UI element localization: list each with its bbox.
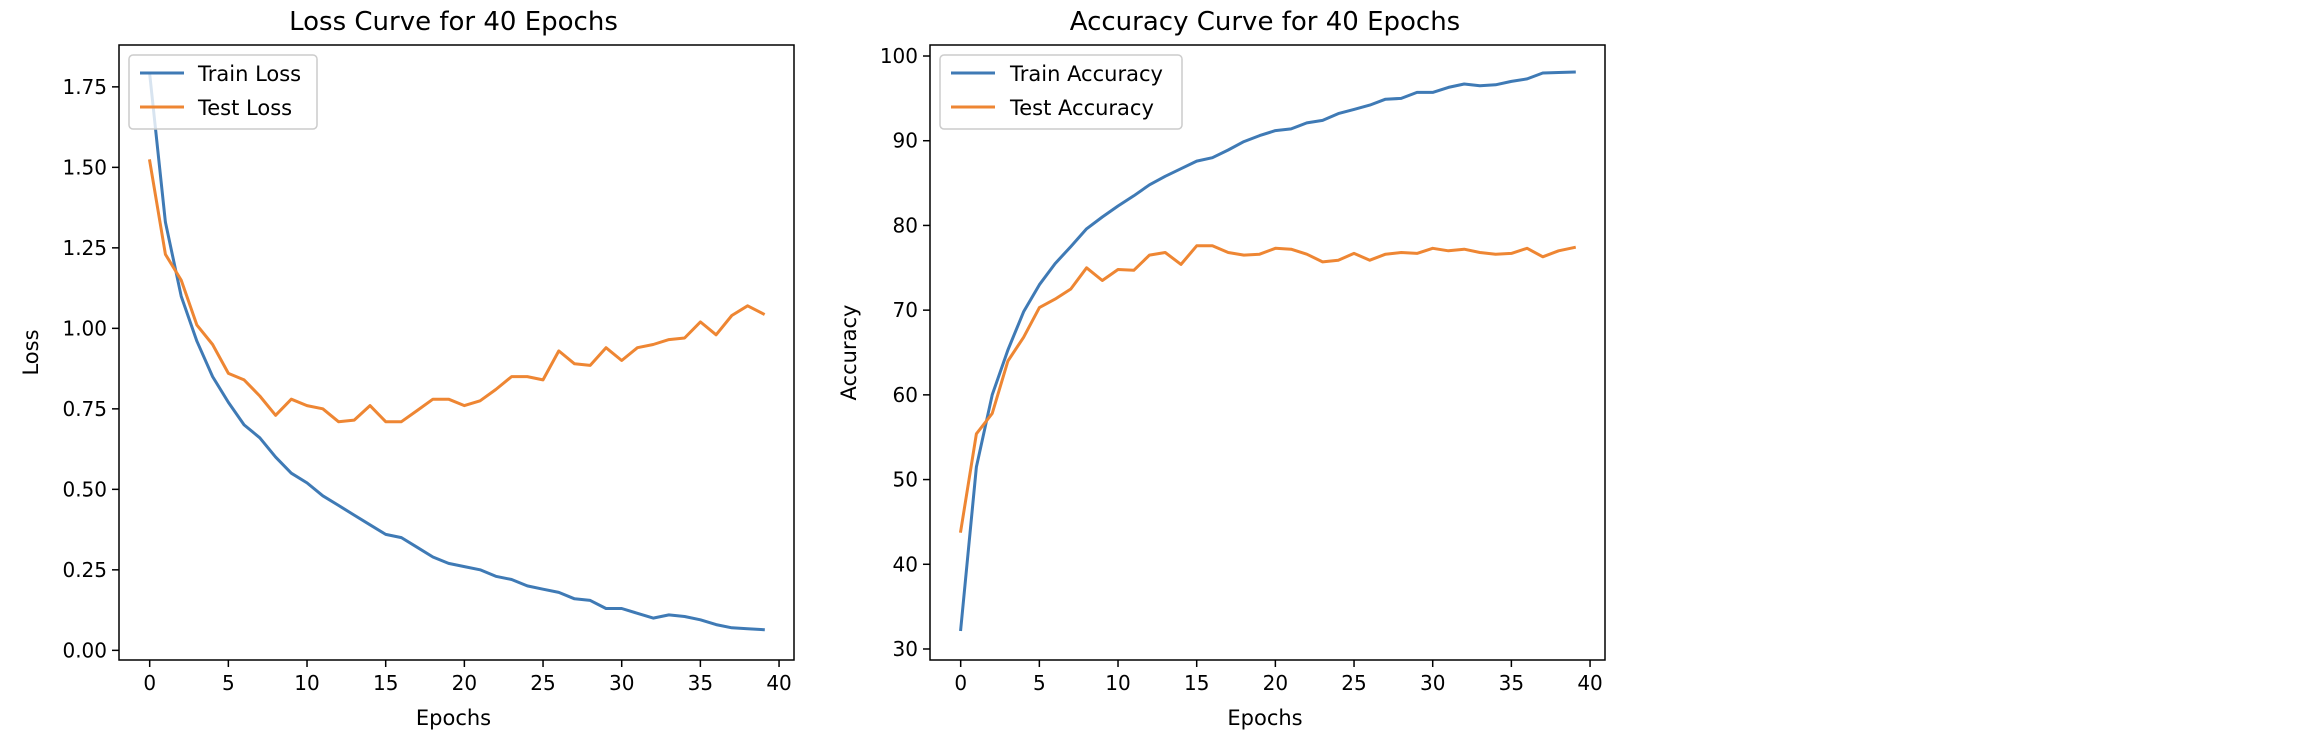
chart-title: Loss Curve for 40 Epochs bbox=[289, 7, 618, 37]
x-tick-label: 20 bbox=[452, 671, 477, 695]
x-tick-label: 25 bbox=[530, 671, 555, 695]
x-tick-label: 20 bbox=[1263, 671, 1288, 695]
chart-title: Accuracy Curve for 40 Epochs bbox=[1070, 7, 1460, 37]
series-line-test-accuracy bbox=[958, 244, 1577, 533]
loss-chart: Loss Curve for 40 Epochs 0 5 10 15 20 25 30 35 4… bbox=[19, 7, 795, 730]
y-tick-label: 30 bbox=[893, 637, 918, 661]
y-tick-label: 50 bbox=[893, 468, 918, 492]
y-tick-label: 0.25 bbox=[62, 558, 107, 582]
plot-lines bbox=[958, 70, 1577, 632]
series-line-train-loss bbox=[148, 72, 765, 632]
x-tick-label: 10 bbox=[1105, 671, 1130, 695]
x-tick-label: 35 bbox=[1499, 671, 1524, 695]
x-axis-label: Epochs bbox=[1227, 706, 1302, 730]
x-tick-label: 25 bbox=[1341, 671, 1366, 695]
legend-box bbox=[939, 54, 1183, 130]
y-axis-ticks: 0.00 0.25 0.50 0.75 1.00 1.25 1.50 1.75 bbox=[62, 75, 119, 662]
x-axis-label: Epochs bbox=[416, 706, 491, 730]
y-tick-label: 1.75 bbox=[62, 75, 107, 99]
x-tick-label: 15 bbox=[373, 671, 398, 695]
y-axis-label: Accuracy bbox=[837, 305, 861, 401]
y-tick-label: 60 bbox=[893, 383, 918, 407]
y-tick-label: 40 bbox=[893, 552, 918, 576]
y-tick-label: 80 bbox=[893, 213, 918, 237]
y-axis-label: Loss bbox=[19, 329, 43, 375]
legend-label-test-accuracy: Test Accuracy bbox=[1009, 96, 1154, 120]
plot-lines bbox=[147, 72, 766, 632]
legend-label-train-loss: Train Loss bbox=[197, 62, 301, 86]
plot-frame bbox=[118, 44, 795, 661]
y-tick-label: 1.25 bbox=[62, 236, 107, 260]
series-line-test-loss bbox=[147, 159, 766, 424]
legend: Train Accuracy Test Accuracy bbox=[939, 54, 1183, 130]
x-tick-label: 15 bbox=[1184, 671, 1209, 695]
x-axis-ticks: 0 5 10 15 20 25 30 35 40 bbox=[143, 660, 792, 695]
y-tick-label: 90 bbox=[893, 129, 918, 153]
y-tick-label: 0.75 bbox=[62, 397, 107, 421]
x-tick-label: 0 bbox=[954, 671, 967, 695]
y-axis-ticks: 30 40 50 60 70 80 90 100 bbox=[880, 44, 930, 661]
x-axis-ticks: 0 5 10 15 20 25 30 35 40 bbox=[954, 660, 1603, 695]
x-tick-label: 10 bbox=[294, 671, 319, 695]
y-tick-label: 1.50 bbox=[62, 155, 107, 179]
y-tick-label: 100 bbox=[880, 44, 918, 68]
series-line-train-accuracy bbox=[959, 70, 1576, 632]
y-tick-label: 1.00 bbox=[62, 316, 107, 340]
x-tick-label: 40 bbox=[766, 671, 791, 695]
y-tick-label: 0.50 bbox=[62, 477, 107, 501]
plot-frame bbox=[929, 44, 1606, 661]
legend-label-train-accuracy: Train Accuracy bbox=[1009, 62, 1163, 86]
x-tick-label: 30 bbox=[609, 671, 634, 695]
y-tick-label: 70 bbox=[893, 298, 918, 322]
x-tick-label: 30 bbox=[1420, 671, 1445, 695]
x-tick-label: 5 bbox=[222, 671, 235, 695]
x-tick-label: 0 bbox=[143, 671, 156, 695]
x-tick-label: 5 bbox=[1033, 671, 1046, 695]
legend-label-test-loss: Test Loss bbox=[197, 96, 292, 120]
y-tick-label: 0.00 bbox=[62, 638, 107, 662]
legend: Train Loss Test Loss bbox=[128, 54, 318, 130]
x-tick-label: 35 bbox=[688, 671, 713, 695]
accuracy-chart: Accuracy Curve for 40 Epochs 0 5 10 15 20 25 3… bbox=[837, 7, 1606, 730]
x-tick-label: 40 bbox=[1577, 671, 1602, 695]
